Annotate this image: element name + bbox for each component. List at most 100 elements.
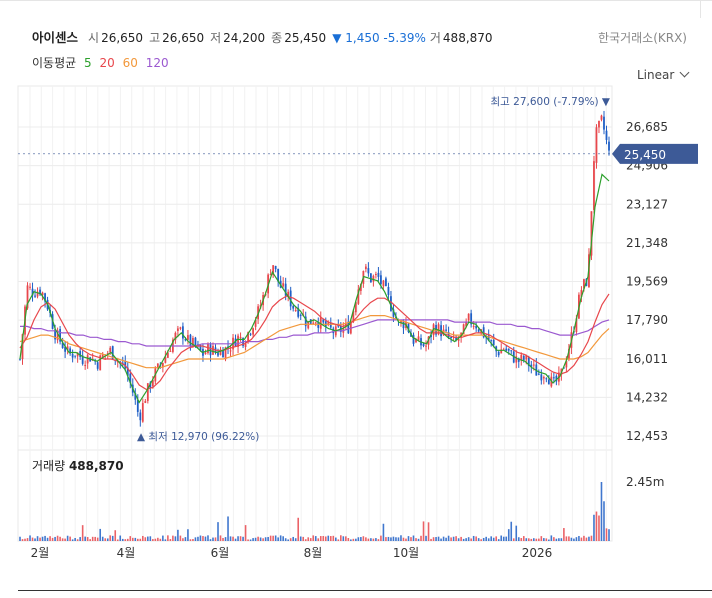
candle-body: [207, 343, 209, 354]
candle-body: [354, 302, 357, 313]
candle-body: [209, 344, 212, 356]
y-tick-label: 19,569: [626, 275, 668, 289]
volume-bar: [292, 536, 294, 541]
candle-body: [192, 337, 194, 346]
volume-bar: [312, 535, 315, 541]
volume-bar: [142, 535, 144, 541]
volume-bar: [91, 536, 94, 541]
volume-bar: [279, 535, 282, 541]
candle-body: [304, 316, 307, 327]
volume-bar: [249, 539, 252, 541]
volume-bar: [465, 538, 467, 541]
volume-bar: [420, 535, 422, 541]
volume-bar: [111, 535, 114, 541]
volume-bar: [445, 537, 447, 541]
volume-bar: [126, 538, 129, 541]
candle-body: [575, 318, 578, 332]
volume-bar: [199, 535, 202, 541]
candle-body: [149, 382, 152, 388]
candle-body: [387, 286, 390, 295]
candle-body: [477, 329, 480, 332]
volume-bar: [437, 536, 440, 541]
candle-body: [462, 324, 465, 334]
candle-body: [219, 349, 222, 355]
volume-bar: [600, 482, 603, 541]
candle-body: [141, 403, 144, 422]
volume-bar: [455, 536, 457, 541]
volume-bar: [553, 537, 555, 541]
volume-bar: [24, 538, 26, 541]
candle-body: [179, 327, 182, 329]
volume-bar: [365, 537, 367, 541]
volume-bar: [74, 538, 76, 541]
candle-body: [590, 211, 593, 256]
volume-bar: [543, 538, 545, 541]
candle-body: [415, 339, 417, 343]
candle-body: [31, 288, 34, 296]
candle-body: [608, 141, 610, 151]
volume-bar: [485, 536, 487, 541]
volume-bar: [517, 537, 520, 541]
candle-body: [377, 272, 380, 277]
volume-bar: [605, 528, 608, 541]
candle-body: [116, 361, 119, 363]
scale-value: Linear: [637, 68, 675, 82]
candle-body: [605, 130, 608, 140]
volume-bar: [262, 538, 264, 541]
candle-body: [129, 373, 132, 383]
candle-body: [593, 161, 595, 210]
volume-bar: [530, 538, 533, 541]
candle-body: [282, 283, 285, 287]
candle-body: [36, 291, 39, 297]
high-value: 26,650: [162, 31, 205, 45]
volume-bar: [462, 538, 465, 541]
candle-body: [124, 361, 127, 369]
ma-120-line: [20, 319, 610, 347]
volume-bar: [367, 538, 370, 541]
volume-bar: [164, 539, 167, 541]
candle-body: [540, 374, 543, 381]
volume-bar: [452, 536, 455, 541]
candle-body: [515, 356, 518, 363]
candle-body: [76, 352, 79, 357]
volume-bar: [44, 535, 46, 541]
volume-bar: [380, 535, 382, 541]
candle-body: [472, 326, 475, 328]
candle-body: [44, 293, 46, 302]
candle-body: [400, 321, 402, 323]
candle-body: [349, 320, 352, 334]
volume-bar: [570, 537, 573, 541]
volume-bar: [520, 538, 523, 541]
candle-body: [490, 339, 493, 341]
candle-body: [237, 335, 239, 347]
candle-body: [234, 338, 237, 347]
volume-bar: [440, 538, 442, 541]
x-tick-label: 2026: [522, 546, 553, 560]
candle-body: [69, 348, 72, 354]
candle-body: [161, 363, 164, 368]
scale-selector[interactable]: Linear: [637, 67, 690, 82]
bottom-divider: [18, 590, 712, 591]
x-tick-label: 4월: [117, 546, 136, 560]
volume-bar: [475, 536, 477, 541]
close-value: 25,450: [284, 31, 327, 45]
volume-bar: [297, 517, 300, 541]
candle-body: [532, 364, 535, 366]
candle-body: [327, 321, 330, 326]
volume-bar: [430, 538, 432, 541]
candle-body: [217, 352, 219, 356]
candle-body: [430, 334, 432, 337]
candle-body: [66, 346, 69, 351]
volume-bar: [34, 538, 36, 541]
volume-bar: [237, 536, 239, 541]
volume-bar: [427, 522, 430, 541]
volume-bar: [402, 537, 405, 541]
candle-body: [26, 285, 29, 309]
candle-body: [447, 332, 450, 338]
volume-bar: [362, 536, 365, 541]
close-label: 종: [271, 31, 283, 45]
moving-average-legend: 이동평균 5 20 60 120: [32, 54, 173, 71]
candle-body: [164, 356, 167, 363]
volume-bar: [538, 538, 540, 541]
